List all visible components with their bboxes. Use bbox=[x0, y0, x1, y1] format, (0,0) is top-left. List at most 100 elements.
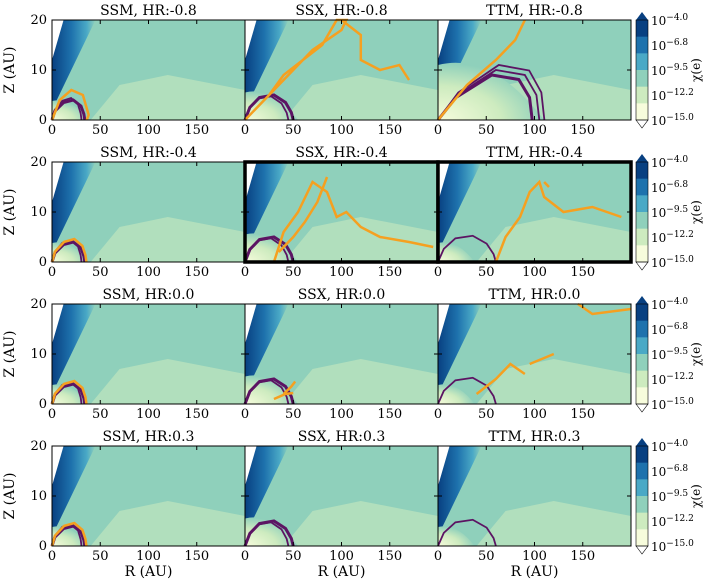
colorbar-bottom-arrow bbox=[635, 261, 649, 271]
orange-contour bbox=[543, 181, 550, 188]
colorbar-tick-label: 10−9.5 bbox=[651, 347, 688, 362]
y-tick-label: 20 bbox=[30, 439, 47, 454]
colorbar-segment bbox=[636, 70, 648, 88]
x-tick-label: 0 bbox=[434, 123, 442, 138]
colorbar-tick-label: 10−6.8 bbox=[651, 464, 688, 479]
colorbar-segment bbox=[636, 212, 648, 230]
colorbar-tick-label: 10−4.0 bbox=[651, 155, 688, 170]
colorbar-tick-label: 10−12.2 bbox=[651, 88, 694, 103]
colorbar-exponent: −6.8 bbox=[666, 180, 688, 190]
x-tick-label: 0 bbox=[434, 265, 442, 280]
x-tick-label: 0 bbox=[434, 549, 442, 564]
panel-title: TTM, HR:0.0 bbox=[489, 287, 581, 303]
colorbar-exponent: −4.0 bbox=[666, 155, 688, 165]
colorbar-bottom-arrow bbox=[635, 403, 649, 413]
colorbar-tick-label: 10−9.5 bbox=[651, 205, 688, 220]
empty-corner bbox=[438, 446, 450, 486]
orange-contour bbox=[50, 88, 90, 121]
colorbar-tick-label: 10−9.5 bbox=[651, 63, 688, 78]
x-tick-label: 100 bbox=[522, 549, 547, 564]
colorbar-segment bbox=[636, 370, 648, 388]
high-ionization-wedge bbox=[245, 304, 289, 394]
x-tick-label: 150 bbox=[377, 265, 402, 280]
colorbar-segment bbox=[636, 86, 648, 104]
x-tick-label: 50 bbox=[92, 407, 109, 422]
high-ionization-wedge bbox=[52, 446, 96, 536]
x-tick-label: 150 bbox=[184, 265, 209, 280]
orange-contour bbox=[494, 179, 622, 263]
panel-ssx-hr-0-3: 0 50 100 150 SSX, HR:0.3 bbox=[241, 429, 439, 564]
x-tick-label: 150 bbox=[377, 549, 402, 564]
colorbar-frame bbox=[635, 161, 649, 263]
x-tick-label: 150 bbox=[184, 549, 209, 564]
orange-contour bbox=[277, 176, 329, 253]
y-tick-label: 0 bbox=[39, 255, 47, 270]
panel-title: SSM, HR:-0.4 bbox=[100, 145, 197, 161]
empty-corner bbox=[438, 20, 450, 60]
colorbar-bottom-arrow bbox=[635, 119, 649, 129]
colorbar-segment bbox=[636, 496, 648, 514]
colorbar-segment bbox=[636, 36, 648, 54]
colorbar-segment bbox=[636, 337, 648, 355]
panel-ttm-hr-0-3: 0 50 100 150 TTM, HR:0.3 bbox=[434, 429, 632, 564]
colorbar-tick-label: 10−12.2 bbox=[651, 230, 694, 245]
empty-corner bbox=[52, 20, 64, 60]
empty-corner bbox=[438, 304, 450, 344]
high-ionization-wedge bbox=[245, 20, 289, 110]
colorbar-exponent: −12.2 bbox=[666, 514, 694, 524]
x-tick-label: 100 bbox=[136, 549, 161, 564]
colorbar-tick-label: 10−15.0 bbox=[651, 397, 694, 412]
panel-title: SSM, HR:0.0 bbox=[103, 287, 195, 303]
purple-contour bbox=[243, 377, 295, 405]
x-tick-label: 100 bbox=[522, 407, 547, 422]
colorbar-exponent: −9.5 bbox=[666, 63, 688, 73]
panel-ssm-hr-0-3: 0 50 100 150 0 10 20 SSM, HR:0.3 Z (AU) bbox=[2, 429, 246, 564]
panel-title: TTM, HR:-0.4 bbox=[486, 145, 583, 161]
colorbar-exponent: −15.0 bbox=[666, 113, 694, 123]
y-tick-label: 20 bbox=[30, 155, 47, 170]
empty-corner bbox=[52, 162, 64, 202]
y-tick-label: 10 bbox=[30, 205, 47, 220]
colorbar-exponent: −6.8 bbox=[666, 322, 688, 332]
colorbar-title: χ(e) bbox=[689, 58, 703, 82]
colorbar-exponent: −15.0 bbox=[666, 397, 694, 407]
colorbar-tick-label: 10−6.8 bbox=[651, 38, 688, 53]
ionization-band bbox=[283, 75, 438, 120]
ionization-band bbox=[476, 359, 631, 404]
x-tick-label: 0 bbox=[241, 123, 249, 138]
purple-contour bbox=[243, 519, 295, 547]
x-tick-label: 100 bbox=[329, 123, 354, 138]
colorbar-exponent: −15.0 bbox=[666, 255, 694, 265]
ionization-band bbox=[90, 501, 245, 546]
orange-contour bbox=[475, 362, 526, 395]
x-tick-label: 50 bbox=[478, 265, 495, 280]
colorbar-title: χ(e) bbox=[689, 200, 703, 224]
x-tick-label: 50 bbox=[285, 549, 302, 564]
ionization-band bbox=[90, 217, 245, 262]
colorbar-exponent: −6.8 bbox=[666, 464, 688, 474]
empty-corner bbox=[245, 446, 257, 486]
colorbar-frame bbox=[635, 303, 649, 405]
panel-ssx-hr-0-4: 0 50 100 150 SSX, HR:-0.4 bbox=[241, 145, 440, 280]
panel-title: SSX, HR:0.0 bbox=[298, 287, 386, 303]
high-ionization-wedge bbox=[438, 304, 482, 394]
colorbar-segment bbox=[636, 387, 648, 405]
x-axis-label: R (AU) bbox=[318, 564, 366, 580]
high-ionization-wedge bbox=[245, 446, 289, 536]
colorbar: 10−4.0 10−6.8 10−9.5 10−12.2 10−15.0 χ(e) bbox=[635, 296, 703, 413]
colorbar-exponent: −6.8 bbox=[666, 38, 688, 48]
orange-contour bbox=[50, 521, 88, 547]
colorbar-exponent: −4.0 bbox=[666, 13, 688, 23]
high-ionization-wedge bbox=[52, 20, 96, 110]
panel-title: TTM, HR:0.3 bbox=[489, 429, 581, 445]
panel-ttm-hr-0-8: 0 50 100 150 TTM, HR:-0.8 bbox=[434, 3, 632, 138]
colorbar-exponent: −12.2 bbox=[666, 230, 694, 240]
colorbar-top-arrow bbox=[636, 154, 648, 162]
x-tick-label: 50 bbox=[285, 265, 302, 280]
low-ionization-core bbox=[438, 62, 545, 120]
colorbar-segment bbox=[636, 462, 648, 480]
x-tick-label: 0 bbox=[434, 407, 442, 422]
x-tick-label: 150 bbox=[184, 123, 209, 138]
orange-contour bbox=[50, 237, 88, 263]
